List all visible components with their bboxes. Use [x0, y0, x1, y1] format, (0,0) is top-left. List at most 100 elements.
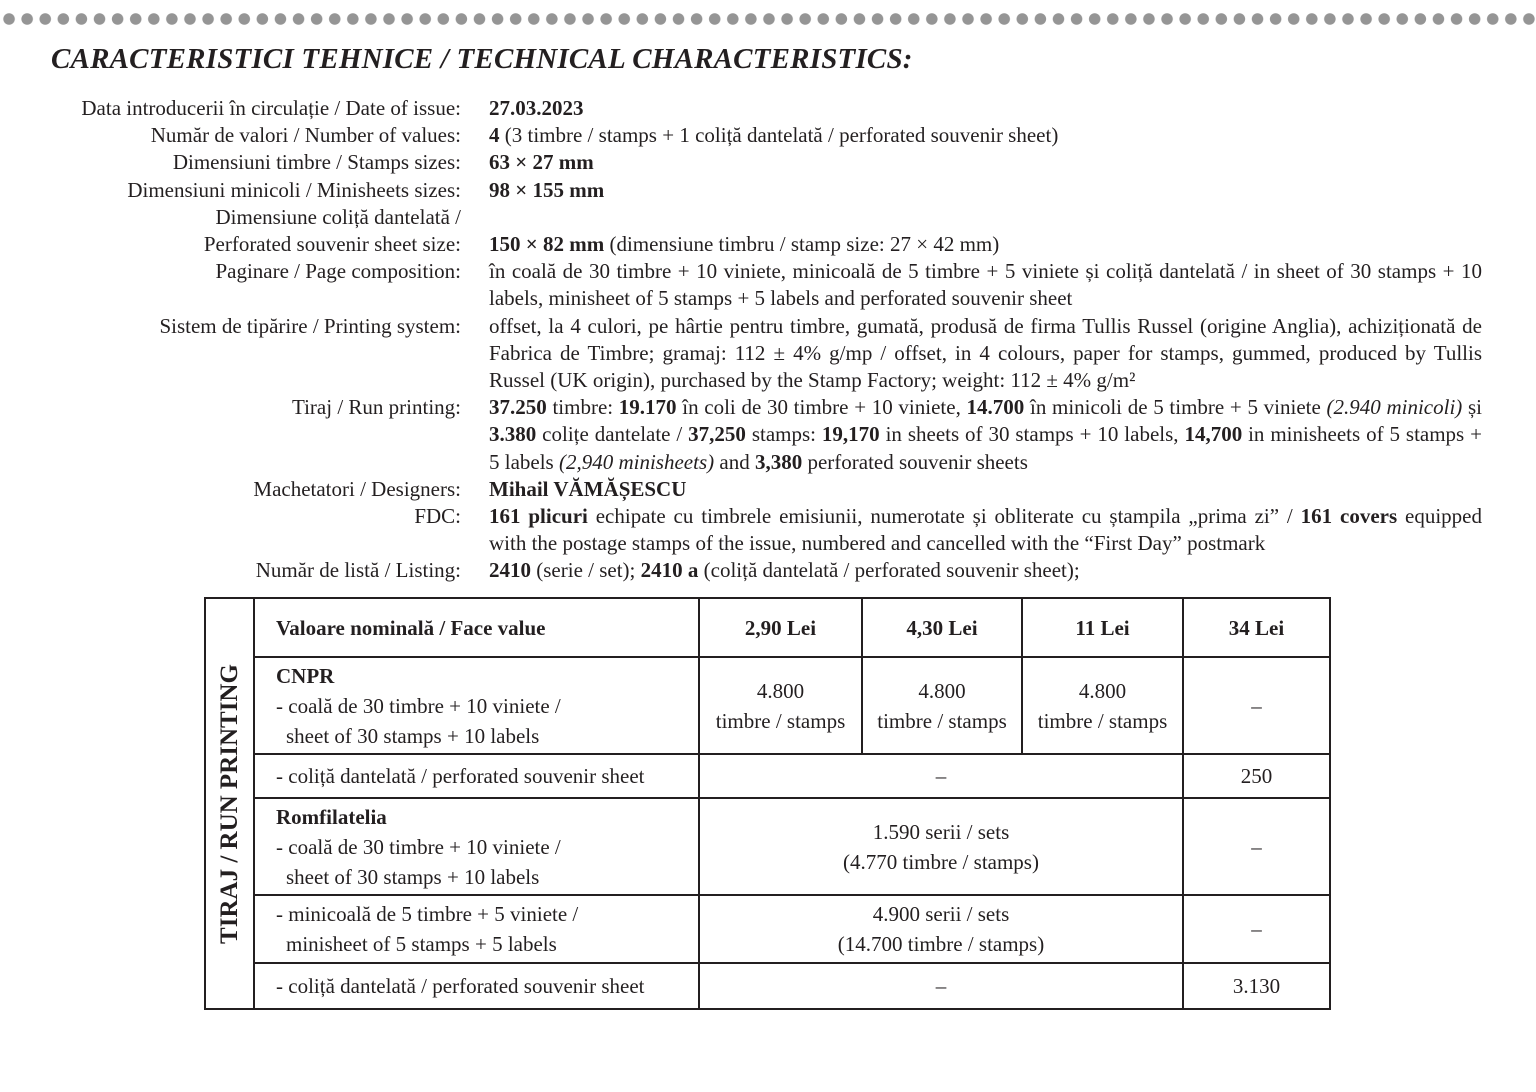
spec-label: Dimensiuni minicoli / Minisheets sizes:: [127, 177, 461, 202]
spec-row: Paginare / Page composition: în coală de …: [0, 258, 1490, 312]
spec-row: Număr de listă / Listing: 2410 (serie / s…: [0, 557, 1490, 584]
dotted-border: [0, 12, 1536, 26]
specs-list: Data introducerii în circulație / Date o…: [0, 95, 1490, 585]
text-segment: 161 plicuri: [489, 504, 588, 529]
spec-row: Sistem de tipărire / Printing system: off…: [0, 313, 1490, 395]
spec-value: 150 × 82 mm (dimensiune timbru / stamp s…: [489, 231, 1482, 258]
cell-line: (14.700 timbre / stamps): [837, 932, 1045, 956]
text-segment: (dimensiune timbru / stamp size: 27 × 42…: [604, 232, 1000, 257]
face-value-header: Valoare nominală / Face value: [253, 597, 700, 658]
spec-row: Dimensiune coliță dantelată /: [0, 204, 1490, 231]
spec-label: Data introducerii în circulație / Date o…: [81, 96, 461, 120]
text-segment: (2,940 minisheets): [558, 449, 715, 474]
table-cell: –: [1182, 894, 1331, 964]
text-segment: Mihail VĂMĂȘESCU: [489, 476, 687, 501]
text-segment: timbre:: [546, 395, 619, 420]
spec-value: 161 plicuri echipate cu timbrele emisiun…: [489, 503, 1482, 557]
spec-label: Tiraj / Run printing:: [292, 395, 461, 420]
value-header: 11 Lei: [1021, 597, 1184, 658]
text-segment: în coală de 30 timbre + 10 viniete, mini…: [489, 259, 1482, 311]
table-cell: 4.800 timbre / stamps: [698, 656, 863, 755]
spec-row: Tiraj / Run printing: 37.250 timbre: 19.1…: [0, 394, 1490, 476]
spec-label: Paginare / Page composition:: [215, 259, 461, 284]
spec-label: Număr de valori / Number of values:: [150, 123, 461, 148]
row-label-line: - coală de 30 timbre + 10 viniete /: [276, 834, 561, 859]
spec-row: Dimensiuni timbre / Stamps sizes: 63 × 27…: [0, 149, 1490, 176]
spec-label: Dimensiuni timbre / Stamps sizes:: [172, 150, 461, 175]
text-segment: 14,700: [1184, 422, 1243, 447]
cnpr-souvenir-label: - coliță dantelată / perforated souvenir…: [253, 753, 700, 799]
spec-value: 63 × 27 mm: [489, 149, 1482, 176]
text-segment: offset, la 4 culori, pe hârtie pentru ti…: [489, 313, 1482, 393]
side-label: TIRAJ / RUN PRINTING: [215, 663, 243, 944]
text-segment: (serie / set);: [531, 558, 641, 583]
spec-label: Machetatori / Designers:: [253, 476, 461, 501]
value-header: 4,30 Lei: [861, 597, 1023, 658]
row-label-line: - minicoală de 5 timbre + 5 viniete /: [276, 902, 579, 926]
text-segment: (2.940 minicoli): [1326, 395, 1463, 420]
spec-value: [489, 204, 1482, 231]
cell-number: 4.800: [756, 678, 805, 703]
text-segment: 2410: [489, 558, 531, 583]
value-header: 2,90 Lei: [698, 597, 863, 658]
text-segment: in minisheets of 5 stamps + 5 labels: [489, 422, 1482, 474]
spec-label: FDC:: [414, 504, 461, 529]
text-segment: equipped with the postage stamps of the …: [489, 504, 1482, 556]
text-segment: în coli de 30 timbre + 10 viniete,: [676, 395, 967, 420]
row-label-line: - coală de 30 timbre + 10 viniete /: [276, 693, 561, 718]
text-segment: 4: [489, 123, 500, 148]
text-segment: 150 × 82 mm: [489, 232, 605, 257]
romfilatelia-minisheet-label: - minicoală de 5 timbre + 5 viniete / mi…: [253, 894, 700, 964]
table-cell: 1.590 serii / sets (4.770 timbre / stamps…: [698, 797, 1184, 896]
text-segment: stamps:: [745, 422, 822, 447]
table-cell: 4.800 timbre / stamps: [861, 656, 1023, 755]
text-segment: (3 timbre / stamps + 1 coliță dantelată …: [499, 123, 1059, 148]
table-cell: –: [698, 753, 1184, 799]
spec-row: Machetatori / Designers: Mihail VĂMĂȘESCU: [0, 476, 1490, 503]
text-segment: 37,250: [688, 422, 746, 447]
table-cell: –: [1182, 656, 1331, 755]
romfilatelia-souvenir-label: - coliță dantelată / perforated souvenir…: [253, 962, 700, 1010]
spec-label: Sistem de tipărire / Printing system:: [159, 313, 461, 338]
cell-number: 4.800: [918, 678, 966, 703]
value-header: 34 Lei: [1182, 597, 1331, 658]
page-title: CARACTERISTICI TEHNICE / TECHNICAL CHARA…: [51, 43, 913, 75]
text-segment: perforated souvenir sheets: [802, 449, 1028, 474]
text-segment: and: [714, 449, 755, 474]
spec-row: Perforated souvenir sheet size: 150 × 82 …: [0, 231, 1490, 258]
cell-line: (4.770 timbre / stamps): [843, 849, 1039, 874]
table-cell: –: [698, 962, 1184, 1010]
cell-number: 4.800: [1078, 678, 1127, 703]
row-label-line: sheet of 30 stamps + 10 labels: [286, 723, 540, 748]
spec-label: Număr de listă / Listing:: [255, 558, 461, 583]
spec-row: Număr de valori / Number of values: 4 (3 …: [0, 122, 1490, 149]
row-label-line: minisheet of 5 stamps + 5 labels: [286, 932, 557, 956]
spec-value: 4 (3 timbre / stamps + 1 coliță dantelat…: [489, 122, 1482, 149]
table-cell: 250: [1182, 753, 1331, 799]
text-segment: 161 covers: [1300, 504, 1398, 529]
spec-value: Mihail VĂMĂȘESCU: [489, 476, 1482, 503]
table-cell: 4.800 timbre / stamps: [1021, 656, 1184, 755]
cnpr-title: CNPR: [276, 663, 335, 688]
spec-label: Dimensiune coliță dantelată /: [215, 204, 462, 229]
romfilatelia-title: Romfilatelia: [276, 804, 387, 829]
text-segment: (coliță dantelată / perforated souvenir …: [698, 558, 1080, 583]
spec-row: Dimensiuni minicoli / Minisheets sizes: 9…: [0, 177, 1490, 204]
cell-unit: timbre / stamps: [877, 708, 1007, 733]
run-printing-table: TIRAJ / RUN PRINTING Valoare nominală / …: [204, 597, 1331, 1010]
cnpr-sheet-label: CNPR - coală de 30 timbre + 10 viniete /…: [253, 656, 700, 755]
row-label-line: sheet of 30 stamps + 10 labels: [286, 864, 540, 889]
spec-label: Perforated souvenir sheet size:: [203, 232, 461, 257]
romfilatelia-sheet-label: Romfilatelia - coală de 30 timbre + 10 v…: [253, 797, 700, 896]
text-segment: 3.380: [489, 422, 537, 447]
text-segment: în minicoli de 5 timbre + 5 viniete: [1024, 395, 1327, 420]
text-segment: 2410 a: [640, 558, 699, 583]
text-segment: in sheets of 30 stamps + 10 labels,: [879, 422, 1185, 447]
spec-row: Data introducerii în circulație / Date o…: [0, 95, 1490, 122]
text-segment: 63 × 27 mm: [489, 150, 594, 175]
spec-value: în coală de 30 timbre + 10 viniete, mini…: [489, 258, 1482, 312]
cell-line: 1.590 serii / sets: [872, 819, 1010, 844]
table-cell: 3.130: [1182, 962, 1331, 1010]
text-segment: echipate cu timbrele emisiunii, numerota…: [587, 504, 1301, 529]
spec-value: 98 × 155 mm: [489, 177, 1482, 204]
